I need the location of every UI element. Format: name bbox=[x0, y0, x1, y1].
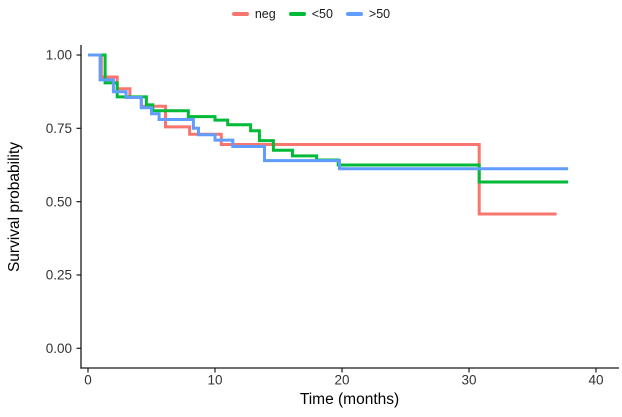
legend-item-neg: neg bbox=[231, 6, 276, 21]
legend-label: >50 bbox=[368, 6, 391, 21]
x-axis-title: Time (months) bbox=[299, 391, 400, 408]
y-tick-label: 1.00 bbox=[46, 48, 72, 63]
x-tick-label: 20 bbox=[334, 373, 349, 388]
x-tick-label: 0 bbox=[84, 373, 92, 388]
y-tick-label: 0.75 bbox=[46, 121, 72, 136]
y-tick-label: 0.50 bbox=[46, 194, 72, 209]
y-tick-label: 0.25 bbox=[46, 268, 72, 283]
legend: neg <50 >50 bbox=[0, 5, 622, 23]
legend-line-swatch bbox=[288, 12, 306, 16]
legend-label: neg bbox=[254, 6, 276, 21]
y-tick-label: 0.00 bbox=[46, 341, 72, 356]
legend-line-swatch bbox=[231, 12, 249, 16]
legend-item-gt50: >50 bbox=[345, 6, 391, 21]
legend-label: <50 bbox=[311, 6, 333, 21]
series-line-neg bbox=[88, 53, 557, 216]
x-tick-label: 30 bbox=[461, 373, 476, 388]
legend-line-swatch bbox=[345, 12, 363, 16]
series-line-gt50 bbox=[88, 53, 569, 171]
x-tick-label: 10 bbox=[207, 373, 222, 388]
x-tick-label: 40 bbox=[588, 373, 603, 388]
legend-item-lt50: <50 bbox=[288, 6, 333, 21]
